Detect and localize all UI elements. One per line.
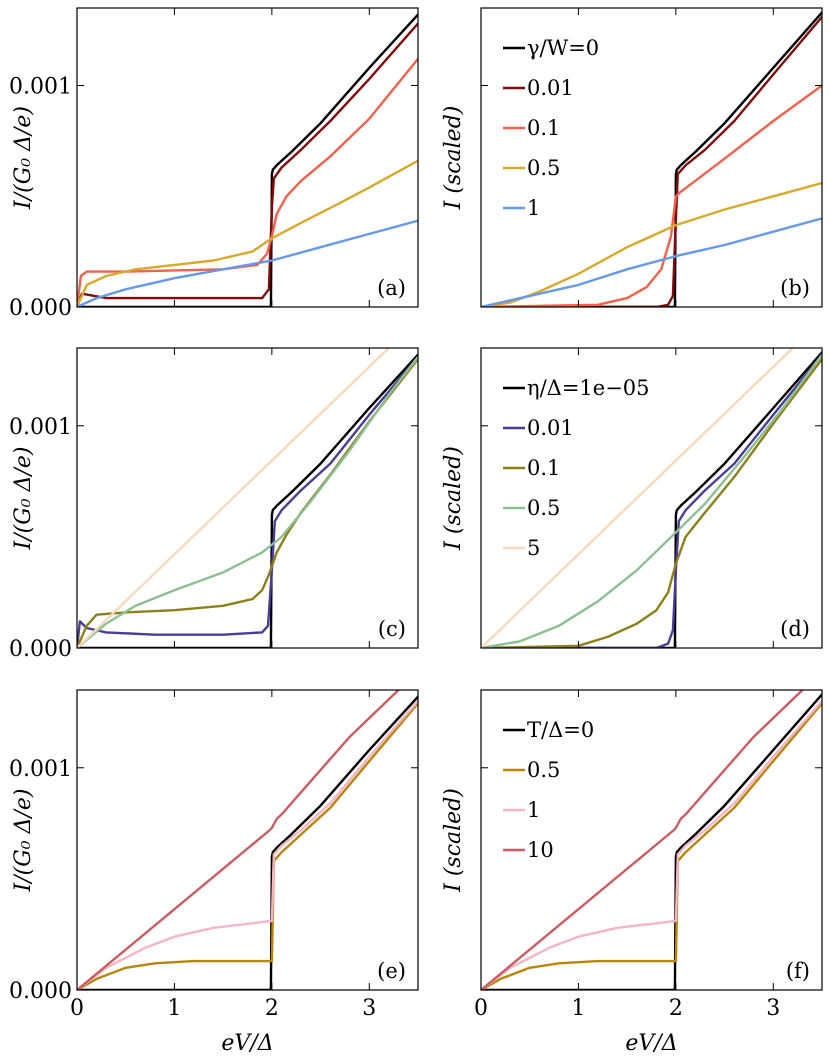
legend: T/Δ=0 0.5 1 10 <box>503 718 594 862</box>
series-line-4 <box>77 348 390 648</box>
y-axis-label: I (scaled) <box>441 788 466 893</box>
series-line-2 <box>481 699 822 990</box>
series-line-0 <box>481 693 822 990</box>
series-line-1 <box>481 353 822 648</box>
panel-e: 0 1 2 3 0.000 0.001 I/(G₀ Δ/e) eV/Δ (e) <box>9 689 419 1056</box>
y-axis-label: I/(G₀ Δ/e) <box>11 447 36 551</box>
x-tick-label: 0 <box>70 996 84 1021</box>
series-line-1 <box>77 22 418 307</box>
series-line-0 <box>77 695 418 990</box>
series-line-4 <box>77 219 418 307</box>
panel-label: (e) <box>377 959 406 983</box>
panel-d: I (scaled) (d) η/Δ=1e−05 0.01 0.1 0.5 5 <box>441 347 823 649</box>
plot-frame <box>76 7 419 308</box>
legend-entry: η/Δ=1e−05 <box>527 376 650 400</box>
plot-frame <box>480 7 823 308</box>
series-group <box>481 348 822 648</box>
panel-f: 0 1 2 3 I (scaled) eV/Δ (f) T/Δ=0 0.5 1 10 <box>441 689 823 1056</box>
legend-entry: 10 <box>527 838 554 862</box>
legend-entry: 0.01 <box>527 76 574 100</box>
series-group <box>77 13 418 307</box>
series-line-3 <box>481 353 822 648</box>
series-group <box>481 690 822 990</box>
panel-a: 0.000 0.001 I/(G₀ Δ/e) (a) <box>9 7 419 321</box>
series-line-3 <box>77 355 418 648</box>
legend: η/Δ=1e−05 0.01 0.1 0.5 5 <box>503 376 650 560</box>
x-tick-label: 3 <box>766 996 780 1021</box>
y-tick-label: 0.000 <box>9 979 72 1004</box>
plot-frame <box>480 347 823 649</box>
x-tick-label: 1 <box>167 996 181 1021</box>
panel-label: (d) <box>780 617 810 641</box>
legend-entry: 0.01 <box>527 416 574 440</box>
series-group <box>77 348 418 648</box>
series-line-2 <box>481 84 822 307</box>
x-axis-label: eV/Δ <box>625 1031 677 1056</box>
series-line-1 <box>77 355 418 648</box>
series-line-2 <box>77 699 418 990</box>
y-tick-label: 0.000 <box>9 296 72 321</box>
x-tick-label: 1 <box>571 996 585 1021</box>
x-axis-label: eV/Δ <box>221 1031 273 1056</box>
panel-label: (b) <box>780 276 810 300</box>
series-line-3 <box>77 159 418 307</box>
series-line-3 <box>481 690 804 990</box>
series-group <box>77 690 418 990</box>
y-tick-label: 0.001 <box>9 415 72 440</box>
series-line-4 <box>481 217 822 307</box>
series-group <box>481 11 822 307</box>
y-tick-label: 0.000 <box>9 637 72 662</box>
panel-b: I (scaled) (b) γ/W=0 0.01 0.1 0.5 1 <box>441 7 823 308</box>
series-line-1 <box>481 702 822 990</box>
x-tick-label: 2 <box>265 996 279 1021</box>
panel-c: 0.000 0.001 I/(G₀ Δ/e) (c) <box>9 347 419 662</box>
legend-entry: 5 <box>527 536 540 560</box>
legend-entry: 0.1 <box>527 456 560 480</box>
legend-entry: 0.1 <box>527 116 560 140</box>
panel-label: (f) <box>786 959 810 983</box>
y-axis-label: I (scaled) <box>441 106 466 211</box>
legend-entry: 0.5 <box>527 156 560 180</box>
series-line-4 <box>481 348 794 648</box>
y-tick-label: 0.001 <box>9 75 72 100</box>
series-line-0 <box>77 13 418 307</box>
series-line-2 <box>77 357 418 648</box>
y-tick-label: 0.001 <box>9 757 72 782</box>
x-tick-label: 0 <box>474 996 488 1021</box>
series-line-0 <box>77 353 418 648</box>
y-axis-label: I/(G₀ Δ/e) <box>11 789 36 893</box>
y-axis-label: I/(G₀ Δ/e) <box>11 106 36 210</box>
legend-entry: γ/W=0 <box>527 36 599 60</box>
legend-entry: 0.5 <box>527 496 560 520</box>
legend-entry: 0.5 <box>527 758 560 782</box>
panel-label: (c) <box>378 617 406 641</box>
plot-frame <box>76 347 419 649</box>
series-line-3 <box>77 690 400 990</box>
series-line-1 <box>481 15 822 307</box>
series-line-1 <box>77 702 418 990</box>
plot-frame <box>480 689 823 991</box>
y-axis-label: I (scaled) <box>441 446 466 551</box>
legend-entry: T/Δ=0 <box>527 718 594 742</box>
x-tick-label: 3 <box>362 996 376 1021</box>
series-line-2 <box>481 357 822 648</box>
legend: γ/W=0 0.01 0.1 0.5 1 <box>503 36 599 220</box>
series-line-2 <box>77 57 418 307</box>
x-tick-label: 2 <box>669 996 683 1021</box>
panel-label: (a) <box>377 276 406 300</box>
legend-entry: 1 <box>527 798 540 822</box>
plot-frame <box>76 689 419 991</box>
legend-entry: 1 <box>527 196 540 220</box>
